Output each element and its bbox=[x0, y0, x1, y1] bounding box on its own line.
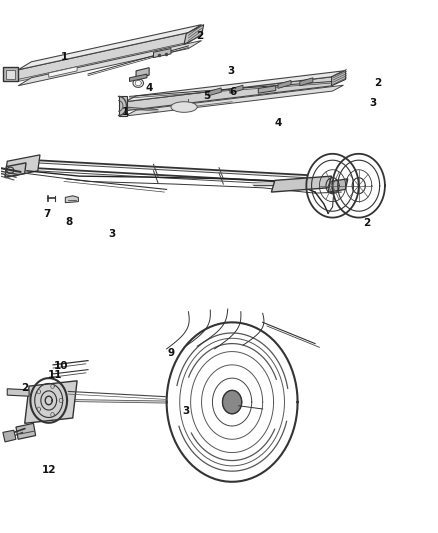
Polygon shape bbox=[18, 25, 201, 70]
Polygon shape bbox=[119, 96, 127, 116]
Text: 3: 3 bbox=[182, 406, 189, 416]
Polygon shape bbox=[18, 41, 201, 86]
Polygon shape bbox=[25, 381, 77, 423]
Text: 1: 1 bbox=[122, 107, 130, 117]
Text: 1: 1 bbox=[61, 52, 68, 61]
Text: 7: 7 bbox=[43, 209, 51, 220]
Polygon shape bbox=[230, 85, 243, 93]
Polygon shape bbox=[3, 430, 16, 442]
Text: 6: 6 bbox=[229, 87, 237, 97]
Polygon shape bbox=[125, 77, 332, 111]
Polygon shape bbox=[125, 71, 343, 102]
Polygon shape bbox=[35, 161, 313, 177]
Text: 2: 2 bbox=[21, 383, 28, 393]
Ellipse shape bbox=[171, 102, 197, 112]
Text: 11: 11 bbox=[47, 370, 62, 381]
Polygon shape bbox=[278, 80, 291, 88]
Polygon shape bbox=[272, 176, 332, 192]
Polygon shape bbox=[332, 70, 346, 86]
Text: 10: 10 bbox=[54, 361, 68, 372]
Polygon shape bbox=[300, 78, 313, 86]
Polygon shape bbox=[18, 33, 188, 80]
Polygon shape bbox=[16, 423, 35, 439]
Polygon shape bbox=[258, 86, 276, 93]
Polygon shape bbox=[184, 25, 204, 44]
Polygon shape bbox=[223, 390, 242, 414]
Polygon shape bbox=[3, 67, 18, 82]
Polygon shape bbox=[5, 155, 40, 177]
Polygon shape bbox=[328, 179, 348, 192]
Text: 9: 9 bbox=[167, 348, 174, 358]
Text: 12: 12 bbox=[42, 465, 56, 474]
Text: 2: 2 bbox=[374, 78, 381, 87]
Polygon shape bbox=[153, 49, 171, 58]
Polygon shape bbox=[6, 70, 15, 79]
Polygon shape bbox=[18, 42, 188, 82]
Text: 3: 3 bbox=[228, 66, 235, 76]
Text: 4: 4 bbox=[274, 118, 282, 128]
Polygon shape bbox=[49, 67, 77, 77]
Polygon shape bbox=[136, 68, 149, 78]
Polygon shape bbox=[65, 196, 78, 203]
Polygon shape bbox=[208, 88, 221, 96]
Text: 3: 3 bbox=[370, 98, 377, 108]
Polygon shape bbox=[7, 389, 29, 396]
Polygon shape bbox=[5, 163, 26, 177]
Text: 4: 4 bbox=[145, 83, 153, 93]
Text: 2: 2 bbox=[363, 218, 371, 228]
Polygon shape bbox=[130, 74, 147, 82]
Text: 2: 2 bbox=[196, 31, 203, 42]
Polygon shape bbox=[125, 85, 343, 116]
Text: 3: 3 bbox=[109, 229, 116, 239]
Text: 8: 8 bbox=[66, 217, 73, 228]
Text: 5: 5 bbox=[203, 91, 210, 101]
